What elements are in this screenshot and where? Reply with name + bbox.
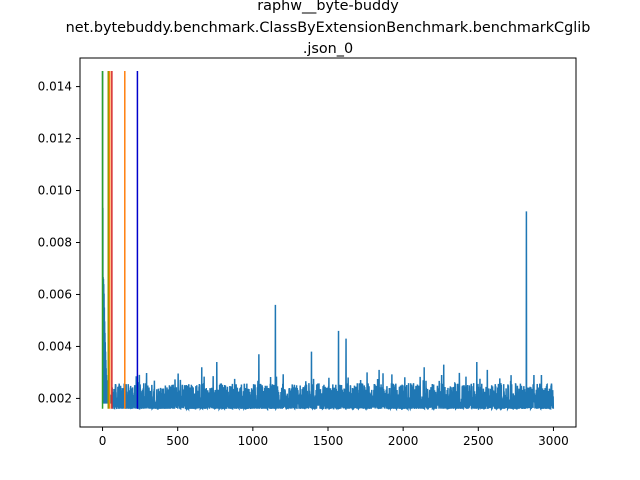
chart-title: raphw__byte-buddy net.bytebuddy.benchmar…	[66, 0, 591, 57]
y-tick-label: 0.002	[38, 391, 72, 405]
x-tick-label: 0	[99, 434, 107, 448]
y-tick-label: 0.006	[38, 287, 72, 301]
x-tick-label: 2500	[463, 434, 494, 448]
x-tick-label: 500	[166, 434, 189, 448]
y-tick-label: 0.008	[38, 236, 72, 250]
axes-frame	[79, 57, 577, 428]
series-line	[101, 70, 555, 412]
x-tick-label: 2000	[388, 434, 419, 448]
chart-title-line-1: raphw__byte-buddy	[257, 0, 399, 14]
chart-title-line-3: .json_0	[303, 41, 353, 57]
y-tick-label: 0.012	[38, 132, 72, 146]
chart-title-line-2: net.bytebuddy.benchmark.ClassByExtension…	[66, 20, 591, 36]
x-tick-label: 3000	[538, 434, 569, 448]
y-tick-label: 0.010	[38, 184, 72, 198]
y-tick-label: 0.014	[38, 80, 72, 94]
x-tick-label: 1500	[313, 434, 344, 448]
plot-area: 0 500 1000 1500 2000 2500 3000 0.002 0.004 0.006 0…	[38, 57, 577, 448]
y-tick-label: 0.004	[38, 339, 72, 353]
x-tick-label: 1000	[238, 434, 269, 448]
